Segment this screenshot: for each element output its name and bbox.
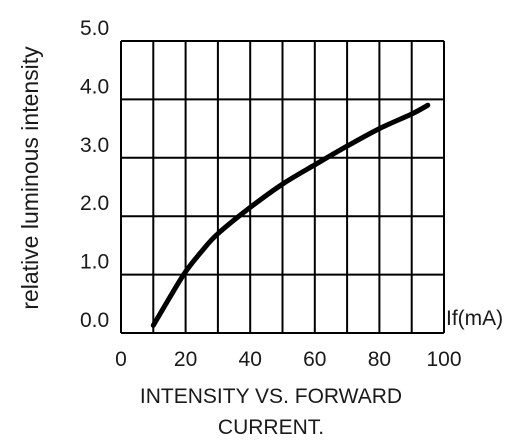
x-tick-labels: 0 20 40 60 80 100 [115,348,461,371]
chart-title-line-2: CURRENT. [218,416,324,439]
x-tick-label: 100 [426,348,461,371]
y-tick-labels: 0.0 1.0 2.0 3.0 4.0 5.0 [80,17,109,332]
y-tick-label: 4.0 [80,75,109,98]
y-tick-label: 0.0 [80,309,109,332]
series-line [150,102,431,328]
y-tick-label: 5.0 [80,17,109,40]
x-tick-label: 20 [174,348,197,371]
x-axis-label: If(mA) [446,307,503,330]
y-tick-label: 1.0 [80,251,109,274]
y-axis-label: relative luminous intensity [17,46,43,310]
x-tick-label: 0 [115,348,127,371]
x-tick-label: 40 [239,348,262,371]
y-tick-label: 3.0 [80,134,109,157]
x-tick-label: 80 [368,348,391,371]
x-tick-label: 60 [303,348,326,371]
chart-title-line-1: INTENSITY VS. FORWARD [140,385,402,408]
y-tick-label: 2.0 [80,192,109,215]
